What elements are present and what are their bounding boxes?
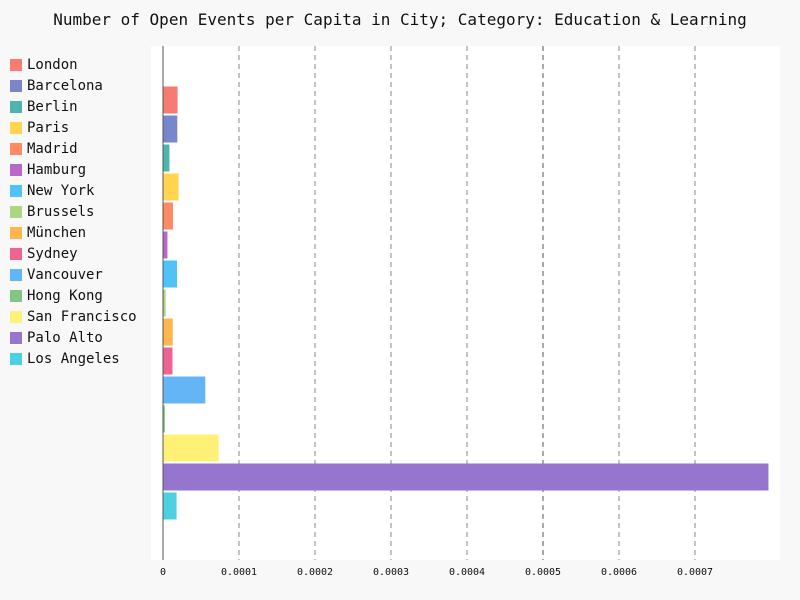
legend-swatch [10,331,22,344]
legend-swatch [10,226,22,239]
legend-swatch [10,121,22,134]
legend-item[interactable]: London [10,54,137,75]
x-tick-label: 0.0003 [373,567,409,578]
legend-swatch [10,352,22,365]
legend-label: Paris [27,119,70,136]
bar-london[interactable] [162,86,178,114]
legend-swatch [10,289,22,302]
legend-label: New York [27,182,95,199]
grid-lines [238,46,696,560]
legend-swatch [10,205,22,218]
bar-barcelona[interactable] [162,115,178,143]
legend-label: London [27,56,78,73]
legend-label: Brussels [27,203,95,220]
x-tick-label: 0.0002 [297,567,333,578]
x-tick-label: 0 [160,567,166,578]
legend-item[interactable]: Sydney [10,243,137,264]
bar-m-nchen[interactable] [162,318,173,346]
bar-palo-alto[interactable] [162,463,769,491]
chart-title: Number of Open Events per Capita in City… [53,10,747,29]
legend-item[interactable]: Paris [10,117,137,138]
legend-swatch [10,310,22,323]
legend-label: Berlin [27,98,78,115]
x-tick-label: 0.0005 [525,567,561,578]
legend-item[interactable]: Vancouver [10,264,137,285]
legend-item[interactable]: Berlin [10,96,137,117]
x-tick-label: 0.0001 [221,567,257,578]
legend-swatch [10,79,22,92]
legend-label: München [27,224,87,241]
legend-label: Palo Alto [27,329,103,346]
bar-paris[interactable] [162,173,179,201]
x-tick-label: 0.0007 [677,567,713,578]
legend-label: Los Angeles [27,350,120,367]
legend-swatch [10,100,22,113]
legend-item[interactable]: Palo Alto [10,327,137,348]
bars [162,86,769,520]
legend-label: San Francisco [27,308,137,325]
legend-swatch [10,163,22,176]
bar-new-york[interactable] [162,260,178,288]
legend-item[interactable]: Brussels [10,201,137,222]
legend-item[interactable]: Hong Kong [10,285,137,306]
bar-los-angeles[interactable] [162,492,177,520]
legend-swatch [10,268,22,281]
legend-item[interactable]: New York [10,180,137,201]
legend-item[interactable]: Hamburg [10,159,137,180]
legend-label: Barcelona [27,77,103,94]
bar-berlin[interactable] [162,144,170,172]
x-tick-labels: 0 0.0001 0.0002 0.0003 0.0004 0.0005 0.0006 0.0… [160,567,713,578]
legend-swatch [10,142,22,155]
legend-swatch [10,247,22,260]
x-tick-label: 0.0006 [601,567,637,578]
x-tick-label: 0.0004 [449,567,485,578]
legend-label: Hong Kong [27,287,103,304]
legend: London Barcelona Berlin Paris Madrid Hamburg N… [10,54,137,369]
bar-san-francisco[interactable] [162,434,219,462]
bar-hamburg[interactable] [162,231,168,259]
bar-madrid[interactable] [162,202,173,230]
legend-swatch [10,58,22,71]
legend-item[interactable]: München [10,222,137,243]
bar-sydney[interactable] [162,347,173,375]
legend-swatch [10,184,22,197]
legend-label: Vancouver [27,266,103,283]
legend-item[interactable]: Barcelona [10,75,137,96]
bar-vancouver[interactable] [162,376,206,404]
legend-item[interactable]: San Francisco [10,306,137,327]
legend-label: Sydney [27,245,78,262]
legend-item[interactable]: Los Angeles [10,348,137,369]
legend-label: Hamburg [27,161,87,178]
legend-label: Madrid [27,140,78,157]
legend-item[interactable]: Madrid [10,138,137,159]
